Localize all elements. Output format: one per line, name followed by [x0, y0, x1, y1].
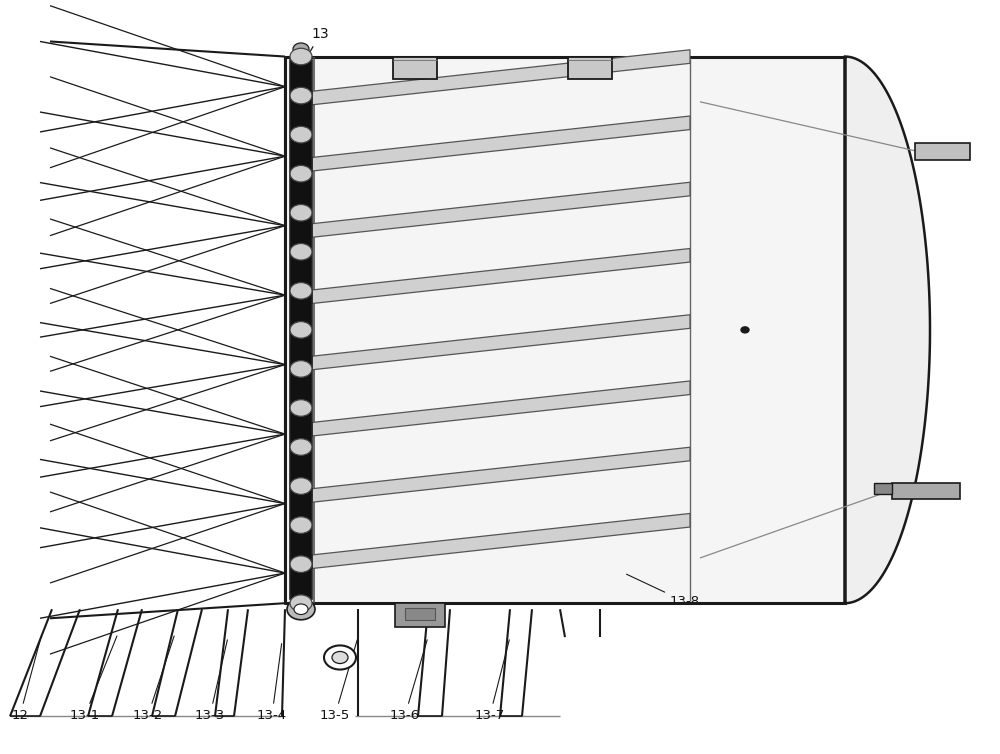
Circle shape — [290, 400, 312, 416]
Circle shape — [741, 327, 749, 333]
Circle shape — [290, 204, 312, 221]
Polygon shape — [312, 314, 690, 369]
Polygon shape — [312, 447, 690, 502]
Text: 12: 12 — [12, 636, 41, 722]
Circle shape — [290, 439, 312, 455]
Bar — [395, 603, 445, 627]
Circle shape — [290, 244, 312, 260]
Circle shape — [290, 87, 312, 104]
Circle shape — [332, 651, 348, 664]
Polygon shape — [312, 182, 690, 238]
Text: 13-5: 13-5 — [320, 640, 357, 722]
Text: 13-8: 13-8 — [627, 575, 700, 608]
Polygon shape — [845, 57, 930, 603]
Circle shape — [290, 48, 312, 65]
Circle shape — [290, 322, 312, 339]
Circle shape — [290, 556, 312, 572]
Circle shape — [290, 283, 312, 299]
Circle shape — [290, 127, 312, 143]
Circle shape — [324, 645, 356, 670]
Text: 13-4: 13-4 — [257, 644, 287, 722]
Text: 13-2: 13-2 — [133, 636, 174, 722]
Bar — [915, 143, 970, 160]
Circle shape — [290, 595, 312, 611]
Bar — [568, 57, 612, 79]
Text: 13-3: 13-3 — [195, 640, 227, 722]
Circle shape — [290, 165, 312, 182]
Polygon shape — [312, 513, 690, 569]
Bar — [405, 608, 435, 620]
Bar — [393, 57, 437, 79]
Circle shape — [293, 43, 309, 55]
Circle shape — [290, 360, 312, 377]
Bar — [874, 483, 892, 494]
Bar — [285, 57, 845, 603]
Text: 13-1: 13-1 — [70, 636, 117, 722]
Circle shape — [287, 599, 315, 620]
Circle shape — [290, 478, 312, 495]
Bar — [290, 60, 312, 599]
Text: 13-7: 13-7 — [475, 640, 509, 722]
Polygon shape — [312, 381, 690, 436]
Circle shape — [294, 604, 308, 615]
Text: 13-6: 13-6 — [390, 640, 427, 722]
Polygon shape — [312, 50, 690, 105]
Polygon shape — [312, 116, 690, 171]
Bar — [892, 483, 960, 499]
Polygon shape — [312, 249, 690, 304]
Text: 13: 13 — [291, 27, 329, 84]
Circle shape — [290, 516, 312, 533]
